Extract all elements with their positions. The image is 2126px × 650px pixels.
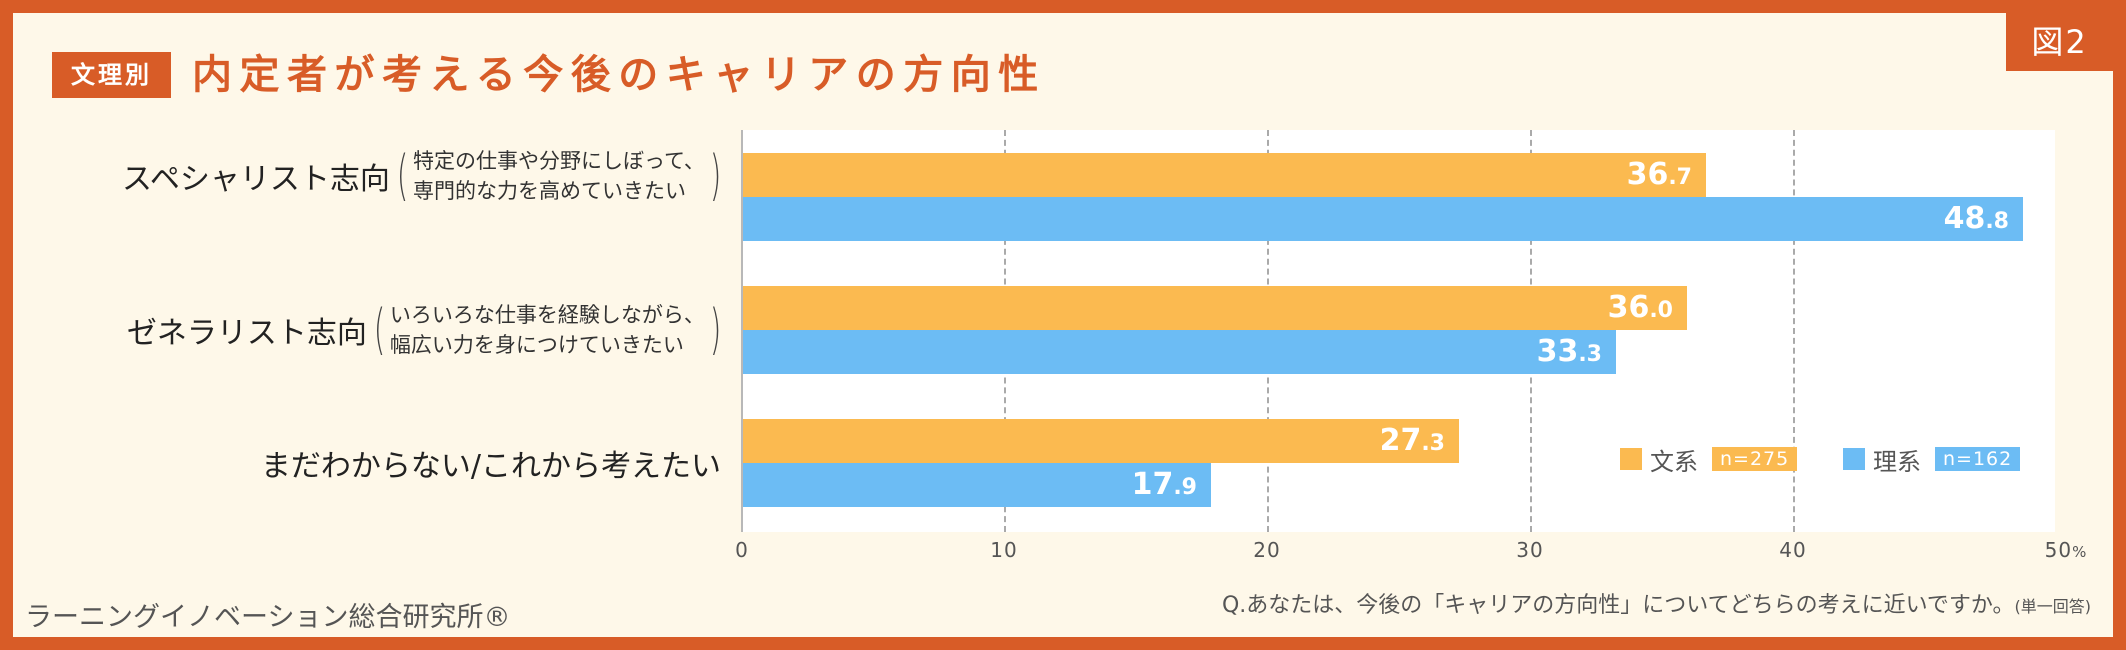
figure-label: 図2 <box>2006 13 2113 71</box>
question-note: Q.あなたは、今後の「キャリアの方向性」についてどちらの考えに近いですか。(単一… <box>1222 587 2091 619</box>
x-tick-10: 10 <box>990 538 1018 562</box>
x-tick-50-value: 50 <box>2044 538 2073 562</box>
category-description: いろいろな仕事を経験しながら、 幅広い力を身につけていきたい <box>390 300 705 360</box>
bar-specialist-rikei: 48.8 <box>743 197 2023 241</box>
open-paren: ( <box>396 144 409 207</box>
category-badge: 文理別 <box>52 52 171 98</box>
answer-type-note: (単一回答) <box>2014 597 2092 616</box>
bar-value-decimal: .3 <box>1421 431 1445 456</box>
description-line: 幅広い力を身につけていきたい <box>389 333 684 357</box>
gridline-40 <box>1793 130 1795 532</box>
bar-generalist-bunkei: 36.0 <box>743 286 1687 330</box>
bar-value: 48 <box>1943 201 1986 236</box>
legend-swatch-bunkei <box>1620 448 1642 470</box>
chart-title: 内定者が考える今後のキャリアの方向性 <box>192 52 1046 98</box>
category-label-specialist: スペシャリスト志向 ( 特定の仕事や分野にしぼって、 専門的な力を高めていきたい… <box>122 131 726 221</box>
bar-undecided-bunkei: 27.3 <box>743 419 1459 463</box>
question-text: Q.あなたは、今後の「キャリアの方向性」についてどちらの考えに近いですか。 <box>1221 593 2015 618</box>
x-axis-unit: % <box>2072 543 2088 561</box>
description-line: 専門的な力を高めていきたい <box>413 179 687 203</box>
bar-value: 36 <box>1626 157 1669 192</box>
bar-value-decimal: .7 <box>1668 165 1692 190</box>
legend-label-bunkei: 文系 <box>1650 447 1698 476</box>
x-tick-40: 40 <box>1779 538 1807 562</box>
description-line: 特定の仕事や分野にしぼって、 <box>413 149 705 173</box>
bar-generalist-rikei: 33.3 <box>743 330 1616 374</box>
legend-bunkei: 文系 n=275 <box>1620 447 1798 476</box>
category-label-undecided: まだわからない/これから考えたい <box>261 418 721 508</box>
x-tick-50: 50% <box>2045 538 2088 562</box>
legend-label-rikei: 理系 <box>1873 447 1921 476</box>
bar-value-decimal: .9 <box>1173 475 1197 500</box>
category-main-label: まだわからない/これから考えたい <box>260 449 721 484</box>
source-credit: ラーニングイノベーション総合研究所® <box>25 602 511 633</box>
category-main-label: ゼネラリスト志向 <box>126 316 367 351</box>
x-tick-20: 20 <box>1253 538 1281 562</box>
category-label-generalist: ゼネラリスト志向 ( いろいろな仕事を経験しながら、 幅広い力を身につけていきた… <box>127 285 726 375</box>
description-line: いろいろな仕事を経験しながら、 <box>389 303 705 327</box>
bar-value-decimal: .0 <box>1649 298 1673 323</box>
open-paren: ( <box>373 298 386 361</box>
bar-value-decimal: .3 <box>1578 342 1602 367</box>
bar-specialist-bunkei: 36.7 <box>743 153 1706 197</box>
bar-value-decimal: .8 <box>1985 209 2009 234</box>
bar-value: 17 <box>1131 467 1174 502</box>
legend-rikei: 理系 n=162 <box>1843 447 2021 476</box>
x-tick-30: 30 <box>1516 538 1544 562</box>
legend-n-bunkei: n=275 <box>1712 447 1798 471</box>
category-main-label: スペシャリスト志向 <box>122 162 390 197</box>
category-description: 特定の仕事や分野にしぼって、 専門的な力を高めていきたい <box>413 146 705 206</box>
bar-value: 27 <box>1379 423 1422 458</box>
close-paren: ) <box>709 144 722 207</box>
bar-value: 33 <box>1536 334 1579 369</box>
bar-value: 36 <box>1607 290 1650 325</box>
close-paren: ) <box>709 298 722 361</box>
plot-area: 36.7 48.8 36.0 33.3 27.3 17.9 <box>741 130 2055 532</box>
x-tick-0: 0 <box>735 538 749 562</box>
bar-undecided-rikei: 17.9 <box>743 463 1211 507</box>
legend-n-rikei: n=162 <box>1935 447 2021 471</box>
legend-swatch-rikei <box>1843 448 1865 470</box>
